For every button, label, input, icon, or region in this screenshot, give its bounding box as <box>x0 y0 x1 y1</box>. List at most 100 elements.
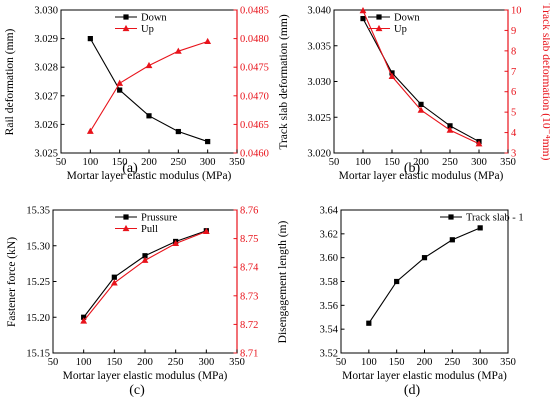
legend: Track slab - 1 <box>440 213 524 224</box>
x-tick-label: 250 <box>442 157 458 168</box>
y2-tick-label: 0.0475 <box>240 63 269 74</box>
y2-tick-label: 8.72 <box>240 320 258 331</box>
x-axis-label: Mortar layer elastic modulus (MPa) <box>63 370 228 382</box>
y2-tick-label: 8.73 <box>240 291 258 302</box>
x-tick-label: 150 <box>389 357 405 368</box>
data-point-triangle <box>80 317 88 324</box>
series-line <box>362 18 480 143</box>
x-tick-label: 300 <box>472 357 488 368</box>
y-axis-label: Track slab deformation (mm) <box>278 14 290 149</box>
y2-tick-label: 8.71 <box>240 349 258 360</box>
legend-label: Pull <box>141 224 158 235</box>
x-tick-label: 50 <box>48 357 59 368</box>
data-point-triangle <box>417 106 425 113</box>
data-point-square <box>175 128 181 135</box>
x-tick-label: 350 <box>500 357 516 368</box>
legend-marker-square <box>376 14 382 20</box>
legend-marker-square <box>123 214 129 220</box>
series-down <box>87 36 211 145</box>
legend-label: Up <box>394 24 407 35</box>
data-point-square <box>205 138 211 145</box>
y-tick-label: 3.028 <box>34 63 58 74</box>
plot-frame <box>340 209 509 354</box>
data-point-triangle <box>388 72 396 79</box>
series-up <box>359 7 483 147</box>
x-tick-label: 200 <box>413 157 429 168</box>
y-tick-label: 3.030 <box>34 6 58 17</box>
x-tick-label: 300 <box>471 157 487 168</box>
panel-label: (a) <box>122 161 138 176</box>
x-tick-label: 50 <box>56 157 67 168</box>
x-tick-label: 200 <box>417 357 433 368</box>
data-point-square <box>447 123 453 129</box>
data-point-triangle <box>172 239 180 247</box>
x-tick-label: 150 <box>384 157 400 168</box>
x-tick-label: 250 <box>444 357 460 368</box>
legend-marker-triangle <box>375 24 383 32</box>
y-tick-label: 3.027 <box>34 91 58 102</box>
x-axis-label: Mortar layer elastic modulus (MPa) <box>67 170 232 182</box>
y-tick-label: 3.030 <box>307 77 331 88</box>
y2-tick-label: 0.0470 <box>240 91 269 102</box>
y2-tick-label: 0.0485 <box>240 6 269 17</box>
y-tick-label: 3.025 <box>307 113 331 124</box>
y2-tick-label: 8.75 <box>240 234 258 245</box>
x-tick-label: 300 <box>200 157 216 168</box>
x-axis-label: Mortar layer elastic modulus (MPa) <box>339 170 504 182</box>
legend-marker-square <box>448 214 454 220</box>
panel-label: (b) <box>404 161 421 176</box>
x-tick-label: 300 <box>198 357 214 368</box>
x-tick-label: 100 <box>355 157 371 168</box>
data-point-square <box>394 278 400 285</box>
x-tick-label: 100 <box>82 157 98 168</box>
chart-panel-4: 50 100 150 200 250 300 350 3.52 3.54 3.56 3.58 3.60… <box>277 206 524 399</box>
x-tick-label: 200 <box>141 157 157 168</box>
y2-tick-label: 8 <box>511 46 516 57</box>
series-line <box>83 230 207 322</box>
series-down <box>360 15 482 145</box>
data-point-square <box>81 314 87 320</box>
x-tick-label: 250 <box>168 357 184 368</box>
data-point-triangle <box>145 61 153 69</box>
x-tick-label: 50 <box>336 357 347 368</box>
y-tick-label: 3.52 <box>320 349 338 360</box>
data-point-square <box>117 87 123 93</box>
legend-marker-triangle <box>122 24 130 32</box>
data-point-square <box>111 274 117 280</box>
data-point-triangle <box>202 227 210 235</box>
y-tick-label: 15.35 <box>26 206 50 217</box>
data-point-triangle <box>446 126 454 133</box>
y2-tick-label: 5 <box>511 108 516 119</box>
x-tick-label: 100 <box>361 357 377 368</box>
y2-tick-label: 0.0465 <box>240 120 269 131</box>
x-tick-label: 250 <box>170 157 186 168</box>
legend-label: Track slab - 1 <box>466 213 524 224</box>
x-tick-label: 350 <box>500 157 516 168</box>
y-tick-label: 3.56 <box>320 301 338 312</box>
y-tick-label: 3.040 <box>307 6 331 17</box>
data-point-triangle <box>204 37 212 45</box>
y2-axis-label: Track slab deformation (10⁻⁴mm) <box>540 4 550 161</box>
panel-label: (c) <box>129 383 145 398</box>
y2-tick-label: 0.0460 <box>240 149 269 160</box>
y-tick-label: 3.62 <box>320 229 338 240</box>
y-tick-label: 3.64 <box>320 206 339 217</box>
chart-panel-2: 50 100 150 200 250 300 350 3.020 3.025 3.030 3.035… <box>278 4 550 182</box>
data-point-square <box>421 255 428 261</box>
data-point-square <box>366 320 372 326</box>
y2-tick-label: 4 <box>511 128 517 139</box>
legend-marker-square <box>123 14 129 20</box>
y2-tick-label: 8.74 <box>240 263 259 274</box>
series-track-slab-1 <box>366 225 483 326</box>
y2-tick-label: 10 <box>511 6 522 17</box>
y2-tick-label: 9 <box>511 26 516 37</box>
series-line <box>368 227 481 324</box>
panel-label: (d) <box>404 383 421 398</box>
y-tick-label: 15.30 <box>26 241 50 252</box>
legend-label: Up <box>141 24 154 35</box>
y2-tick-label: 0.0480 <box>240 34 269 45</box>
x-tick-label: 200 <box>137 357 153 368</box>
series-line <box>89 38 208 143</box>
